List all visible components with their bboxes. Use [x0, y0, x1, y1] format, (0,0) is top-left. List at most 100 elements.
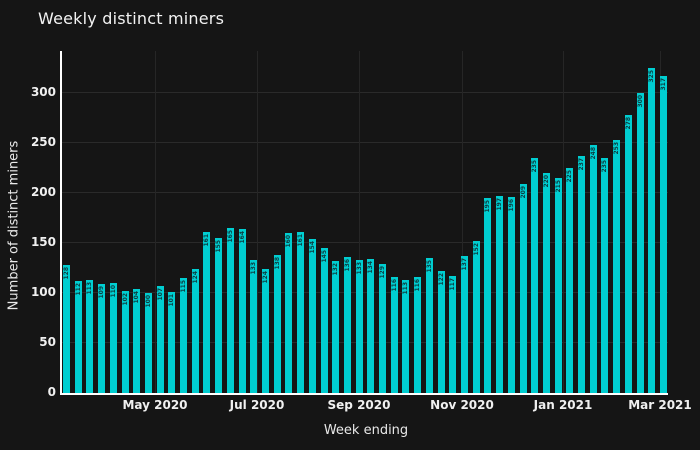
bar-value-label: 325	[648, 70, 656, 83]
bar: 317	[660, 76, 667, 393]
x-tick-label: Sep 2020	[327, 398, 391, 412]
bar-value-label: 116	[414, 279, 422, 292]
bar-value-label: 116	[390, 279, 398, 292]
bar-value-label: 253	[613, 142, 621, 155]
bar: 164	[238, 229, 246, 393]
v-gridline	[257, 51, 258, 393]
bar: 248	[589, 145, 597, 393]
plot-area: 128 112 113 109 110 102 104 100 107 101 115 124 161 1…	[62, 51, 668, 393]
y-tick-label: 100	[30, 285, 56, 299]
bar-value-label: 100	[144, 295, 152, 308]
bar-value-label: 102	[121, 293, 129, 306]
bar: 104	[133, 289, 141, 393]
bar-value-label: 278	[624, 117, 632, 130]
y-tick-label: 250	[30, 135, 56, 149]
bar: 124	[191, 269, 199, 393]
bar: 116	[414, 277, 422, 393]
bar-value-label: 115	[180, 280, 188, 293]
bar: 160	[285, 233, 293, 393]
chart-title: Weekly distinct miners	[38, 9, 225, 28]
bar: 300	[636, 93, 644, 393]
bar: 124	[262, 269, 269, 393]
x-tick-label: Nov 2020	[430, 398, 494, 412]
bar: 129	[379, 264, 387, 393]
bar-value-label: 138	[273, 257, 281, 270]
x-tick-label: May 2020	[122, 398, 188, 412]
h-gridline	[62, 142, 668, 143]
bar: 155	[215, 238, 223, 393]
bar-value-label: 235	[531, 160, 539, 173]
y-tick-label: 200	[30, 185, 56, 199]
bar: 107	[156, 286, 164, 393]
bar: 220	[542, 173, 550, 393]
bar-value-label: 133	[250, 262, 258, 275]
bar-value-label: 104	[133, 291, 141, 304]
bar-value-label: 195	[484, 200, 492, 213]
bar-value-label: 197	[496, 198, 504, 211]
bar-value-label: 124	[191, 271, 199, 284]
bar: 112	[74, 281, 82, 393]
bar-value-label: 128	[63, 267, 70, 280]
bar-value-label: 196	[507, 199, 515, 212]
bar-value-label: 215	[554, 180, 562, 193]
bar: 113	[402, 280, 410, 393]
bar: 165	[226, 228, 234, 393]
bar-value-label: 101	[168, 294, 176, 307]
bar: 197	[496, 196, 504, 393]
bar-value-label: 165	[226, 230, 234, 243]
v-gridline	[359, 51, 360, 393]
bar: 152	[472, 241, 480, 393]
bar-value-label: 132	[332, 263, 340, 276]
bar: 215	[554, 178, 562, 393]
bar: 161	[297, 232, 305, 393]
bar-value-label: 225	[566, 170, 574, 183]
y-axis-spine	[60, 51, 62, 394]
y-tick-label: 300	[30, 85, 56, 99]
h-gridline	[62, 292, 668, 293]
bar-value-label: 209	[519, 186, 527, 199]
h-gridline	[62, 342, 668, 343]
bar-value-label: 110	[109, 285, 117, 298]
v-gridline	[155, 51, 156, 393]
bar-value-label: 161	[203, 234, 211, 247]
bar-value-label: 113	[402, 282, 410, 295]
bar-value-label: 134	[367, 261, 375, 274]
bar-value-label: 317	[660, 78, 667, 91]
bar: 135	[425, 258, 433, 393]
bar: 136	[343, 257, 351, 393]
bar: 100	[144, 293, 152, 393]
bar-value-label: 122	[437, 273, 445, 286]
bar-value-label: 155	[215, 240, 223, 253]
bar: 122	[437, 271, 445, 393]
bar: 102	[121, 291, 129, 393]
bar-value-label: 133	[355, 262, 363, 275]
bar-value-label: 300	[636, 95, 644, 108]
bar: 253	[613, 140, 621, 393]
x-tick-label: Mar 2021	[628, 398, 692, 412]
bar: 138	[273, 255, 281, 393]
bar-value-label: 145	[320, 250, 328, 263]
bar: 145	[320, 248, 328, 393]
bar-value-label: 135	[425, 260, 433, 273]
bar: 133	[250, 260, 258, 393]
bar-value-label: 117	[449, 278, 457, 291]
bar-value-label: 237	[578, 158, 586, 171]
x-axis-spine	[60, 393, 668, 395]
bar: 235	[601, 158, 609, 393]
bar: 117	[449, 276, 457, 393]
bar: 101	[168, 292, 176, 393]
bar-value-label: 220	[542, 175, 550, 188]
bar: 325	[648, 68, 656, 393]
bar-value-label: 164	[238, 231, 246, 244]
bar: 134	[367, 259, 375, 393]
bar-value-label: 235	[601, 160, 609, 173]
bar: 278	[624, 115, 632, 393]
bar-value-label: 107	[156, 288, 164, 301]
x-tick-label: Jan 2021	[533, 398, 593, 412]
bar-value-label: 113	[86, 282, 94, 295]
bar: 110	[109, 283, 117, 393]
bar: 109	[98, 284, 106, 393]
bar: 196	[507, 197, 515, 393]
bar: 225	[566, 168, 574, 393]
bar-value-label: 136	[343, 259, 351, 272]
